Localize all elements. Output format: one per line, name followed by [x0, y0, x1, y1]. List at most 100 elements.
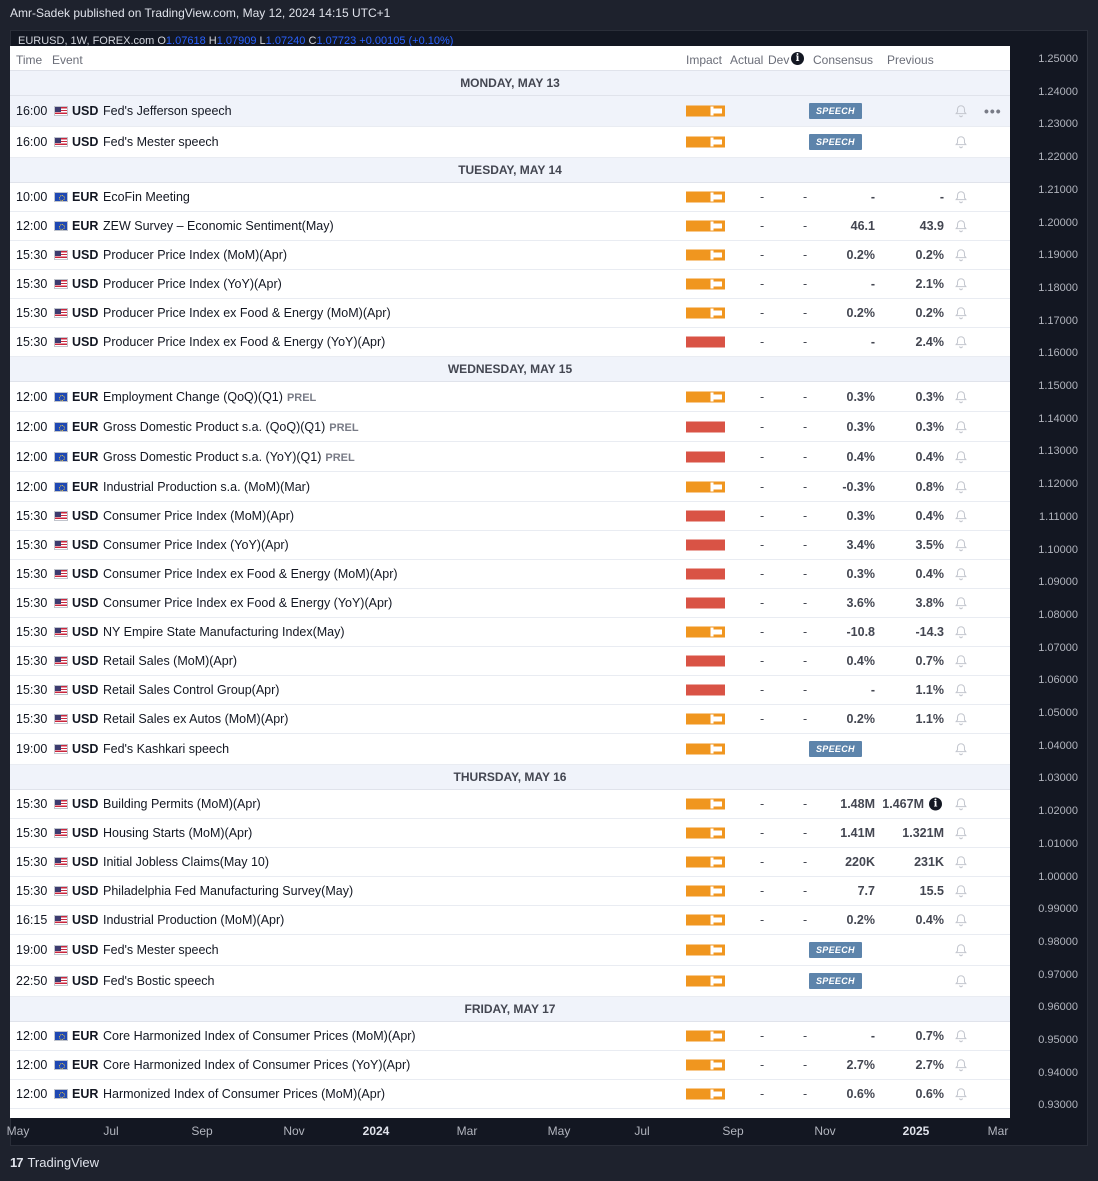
event-row[interactable]: 19:00 USD Fed's Kashkari speech SPEECH: [10, 734, 1010, 765]
bell-icon[interactable]: [954, 104, 968, 118]
bell-icon[interactable]: [954, 884, 968, 898]
event-row[interactable]: 12:00 EUR Core Harmonized Index of Consume…: [10, 1022, 1010, 1051]
event-title[interactable]: Fed's Jefferson speech: [103, 104, 232, 118]
event-row[interactable]: 12:00 EUR Harmonized Index of Consumer Pri…: [10, 1080, 1010, 1109]
bell-icon[interactable]: [954, 190, 968, 204]
event-row[interactable]: 16:00 USD Fed's Jefferson speech SPEECH •••: [10, 96, 1010, 127]
bell-icon[interactable]: [954, 509, 968, 523]
event-title[interactable]: Consumer Price Index (MoM)(Apr): [103, 509, 294, 523]
bell-icon[interactable]: [954, 596, 968, 610]
col-event[interactable]: Event: [52, 53, 83, 67]
col-actual[interactable]: Actual: [730, 53, 764, 67]
event-title[interactable]: Fed's Bostic speech: [103, 974, 214, 988]
bell-icon[interactable]: [954, 277, 968, 291]
event-title[interactable]: Fed's Mester speech: [103, 135, 219, 149]
bell-icon[interactable]: [954, 219, 968, 233]
event-title[interactable]: Harmonized Index of Consumer Prices (MoM…: [103, 1087, 385, 1101]
event-title[interactable]: NY Empire State Manufacturing Index(May): [103, 625, 345, 639]
col-impact[interactable]: Impact: [686, 53, 723, 67]
col-dev[interactable]: Dev: [768, 53, 790, 67]
event-title[interactable]: Gross Domestic Product s.a. (YoY)(Q1) PRE…: [103, 450, 355, 464]
bell-icon[interactable]: [954, 335, 968, 349]
bell-icon[interactable]: [954, 683, 968, 697]
event-row[interactable]: 15:30 USD Initial Jobless Claims(May 10) - -…: [10, 848, 1010, 877]
event-row[interactable]: 12:00 EUR Gross Domestic Product s.a. (YoY…: [10, 442, 1010, 472]
event-row[interactable]: 12:00 EUR Gross Domestic Product s.a. (QoQ…: [10, 412, 1010, 442]
bell-icon[interactable]: [954, 538, 968, 552]
bell-icon[interactable]: [954, 797, 968, 811]
event-title[interactable]: Core Harmonized Index of Consumer Prices…: [103, 1029, 416, 1043]
bell-icon[interactable]: [954, 943, 968, 957]
tradingview-logo-icon[interactable]: 17: [10, 1155, 24, 1170]
bell-icon[interactable]: [954, 742, 968, 756]
event-row[interactable]: 12:00 EUR Core Harmonized Index of Consume…: [10, 1051, 1010, 1080]
event-title[interactable]: Retail Sales ex Autos (MoM)(Apr): [103, 712, 288, 726]
bell-icon[interactable]: [954, 1087, 968, 1101]
bell-icon[interactable]: [954, 135, 968, 149]
bell-icon[interactable]: [954, 625, 968, 639]
event-row[interactable]: 15:30 USD Building Permits (MoM)(Apr) - - 1.4…: [10, 790, 1010, 819]
time-axis[interactable]: May Jul Sep Nov 2024 Mar May Jul Sep Nov 2025 Mar: [7, 1120, 1010, 1142]
info-icon[interactable]: i: [929, 797, 942, 811]
event-row[interactable]: 15:30 USD Producer Price Index ex Food & E…: [10, 299, 1010, 328]
brand-name[interactable]: TradingView: [27, 1155, 100, 1170]
bell-icon[interactable]: [954, 654, 968, 668]
event-title[interactable]: Fed's Mester speech: [103, 943, 219, 957]
event-row[interactable]: 15:30 USD Consumer Price Index ex Food & E…: [10, 589, 1010, 618]
event-row[interactable]: 15:30 USD Retail Sales Control Group(Apr) -…: [10, 676, 1010, 705]
event-row[interactable]: 15:30 USD Consumer Price Index (MoM)(Apr) -…: [10, 502, 1010, 531]
bell-icon[interactable]: [954, 855, 968, 869]
event-title[interactable]: Philadelphia Fed Manufacturing Survey(Ma…: [103, 884, 353, 898]
event-title[interactable]: Producer Price Index (YoY)(Apr): [103, 277, 282, 291]
event-title[interactable]: Industrial Production s.a. (MoM)(Mar): [103, 480, 310, 494]
bell-icon[interactable]: [954, 974, 968, 988]
event-row[interactable]: 10:00 EUR EcoFin Meeting - - - -: [10, 183, 1010, 212]
event-row[interactable]: 15:30 USD Producer Price Index (MoM)(Apr) -…: [10, 241, 1010, 270]
event-title[interactable]: Building Permits (MoM)(Apr): [103, 797, 261, 811]
event-title[interactable]: Producer Price Index (MoM)(Apr): [103, 248, 287, 262]
bell-icon[interactable]: [954, 390, 968, 404]
event-row[interactable]: 12:00 EUR Industrial Production s.a. (MoM)…: [10, 472, 1010, 502]
event-title[interactable]: Producer Price Index ex Food & Energy (M…: [103, 306, 391, 320]
event-title[interactable]: Fed's Kashkari speech: [103, 742, 229, 756]
event-title[interactable]: Consumer Price Index ex Food & Energy (M…: [103, 567, 398, 581]
event-row[interactable]: 15:30 USD Philadelphia Fed Manufacturing S…: [10, 877, 1010, 906]
event-row[interactable]: 15:30 USD Retail Sales (MoM)(Apr) - - 0.4% 0.7…: [10, 647, 1010, 676]
event-row[interactable]: 19:00 USD Fed's Mester speech SPEECH: [10, 935, 1010, 966]
event-row[interactable]: 15:30 USD NY Empire State Manufacturing In…: [10, 618, 1010, 647]
event-row[interactable]: 15:30 USD Consumer Price Index ex Food & E…: [10, 560, 1010, 589]
event-row[interactable]: 12:00 EUR Employment Change (QoQ)(Q1) PREL -…: [10, 382, 1010, 412]
bell-icon[interactable]: [954, 306, 968, 320]
event-title[interactable]: ZEW Survey – Economic Sentiment(May): [103, 219, 334, 233]
bell-icon[interactable]: [954, 913, 968, 927]
event-title[interactable]: Producer Price Index ex Food & Energy (Y…: [103, 335, 385, 349]
event-title[interactable]: Gross Domestic Product s.a. (QoQ)(Q1) PRE…: [103, 420, 359, 434]
event-title[interactable]: Retail Sales (MoM)(Apr): [103, 654, 237, 668]
bell-icon[interactable]: [954, 420, 968, 434]
event-title[interactable]: Consumer Price Index (YoY)(Apr): [103, 538, 289, 552]
event-row[interactable]: 15:30 USD Consumer Price Index (YoY)(Apr) -…: [10, 531, 1010, 560]
event-title[interactable]: Retail Sales Control Group(Apr): [103, 683, 279, 697]
bell-icon[interactable]: [954, 450, 968, 464]
event-row[interactable]: 15:30 USD Producer Price Index ex Food & E…: [10, 328, 1010, 357]
bell-icon[interactable]: [954, 712, 968, 726]
event-row[interactable]: 15:30 USD Retail Sales ex Autos (MoM)(Apr)…: [10, 705, 1010, 734]
price-axis[interactable]: 1.25000 1.24000 1.23000 1.22000 1.21000 1.200…: [1010, 45, 1088, 1120]
event-row[interactable]: 12:00 EUR ZEW Survey – Economic Sentiment(…: [10, 212, 1010, 241]
more-options-icon[interactable]: •••: [984, 103, 1002, 119]
bell-icon[interactable]: [954, 248, 968, 262]
event-title[interactable]: Core Harmonized Index of Consumer Prices…: [103, 1058, 410, 1072]
event-title[interactable]: Industrial Production (MoM)(Apr): [103, 913, 284, 927]
col-time[interactable]: Time: [16, 53, 43, 67]
event-title[interactable]: Employment Change (QoQ)(Q1) PREL: [103, 390, 316, 404]
dev-info-icon[interactable]: i: [791, 52, 804, 65]
event-title[interactable]: Consumer Price Index ex Food & Energy (Y…: [103, 596, 392, 610]
bell-icon[interactable]: [954, 567, 968, 581]
event-row[interactable]: 22:50 USD Fed's Bostic speech SPEECH: [10, 966, 1010, 997]
col-previous[interactable]: Previous: [887, 53, 934, 67]
col-consensus[interactable]: Consensus: [813, 53, 874, 67]
event-title[interactable]: EcoFin Meeting: [103, 190, 190, 204]
event-title[interactable]: Initial Jobless Claims(May 10): [103, 855, 269, 869]
bell-icon[interactable]: [954, 480, 968, 494]
event-row[interactable]: 15:30 USD Producer Price Index (YoY)(Apr) -…: [10, 270, 1010, 299]
